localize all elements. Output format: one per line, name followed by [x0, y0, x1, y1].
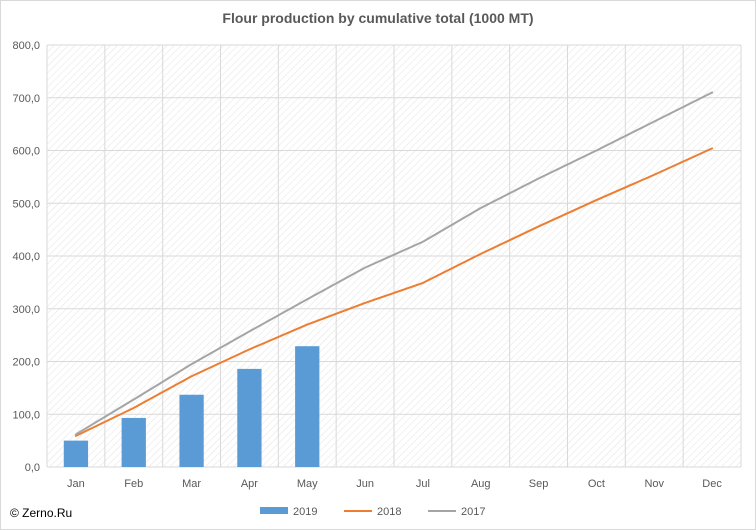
x-tick-label: May: [297, 478, 318, 490]
series-lines: [74, 91, 714, 437]
bar-2019: [121, 417, 146, 467]
x-tick-label: Oct: [588, 478, 605, 490]
bar-2019: [179, 394, 204, 467]
y-tick-label: 500,0: [12, 198, 40, 210]
line-2018: [74, 147, 714, 437]
x-tick-label: Apr: [241, 478, 258, 490]
axes: 0,0 100,0 200,0 300,0 400,0 500,0 600,0 700,0 80…: [12, 40, 722, 490]
y-tick-label: 800,0: [12, 40, 40, 52]
legend-label-2019: 2019: [293, 506, 317, 518]
x-tick-label: Nov: [644, 478, 664, 490]
x-tick-label: Mar: [182, 478, 201, 490]
bars: [63, 346, 320, 467]
copyright-text: © Zerno.Ru: [10, 506, 73, 520]
y-tick-label: 300,0: [12, 304, 40, 316]
bar-2019: [295, 346, 320, 467]
x-tick-label: Sep: [529, 478, 549, 490]
bar-2019: [237, 368, 262, 467]
bar-2019: [63, 440, 89, 467]
legend-label-2017: 2017: [461, 506, 485, 518]
y-tick-label: 0,0: [25, 462, 40, 474]
y-tick-label: 400,0: [12, 251, 40, 263]
y-tick-label: 100,0: [12, 409, 40, 421]
x-tick-label: Feb: [124, 478, 143, 490]
legend-label-2018: 2018: [377, 506, 401, 518]
x-tick-label: Jul: [416, 478, 430, 490]
x-tick-label: Jan: [67, 478, 85, 490]
y-tick-label: 700,0: [12, 93, 40, 105]
chart-title: Flour production by cumulative total (10…: [222, 10, 534, 26]
x-tick-label: Jun: [356, 478, 374, 490]
x-tick-label: Aug: [471, 478, 491, 490]
legend-swatch-2019: [260, 507, 288, 514]
y-tick-label: 200,0: [12, 357, 40, 369]
legend: 2019 2018 2017: [260, 506, 485, 518]
line-2017: [74, 91, 714, 436]
x-tick-label: Dec: [702, 478, 722, 490]
gridlines: [46, 44, 742, 468]
y-tick-label: 600,0: [12, 146, 40, 158]
